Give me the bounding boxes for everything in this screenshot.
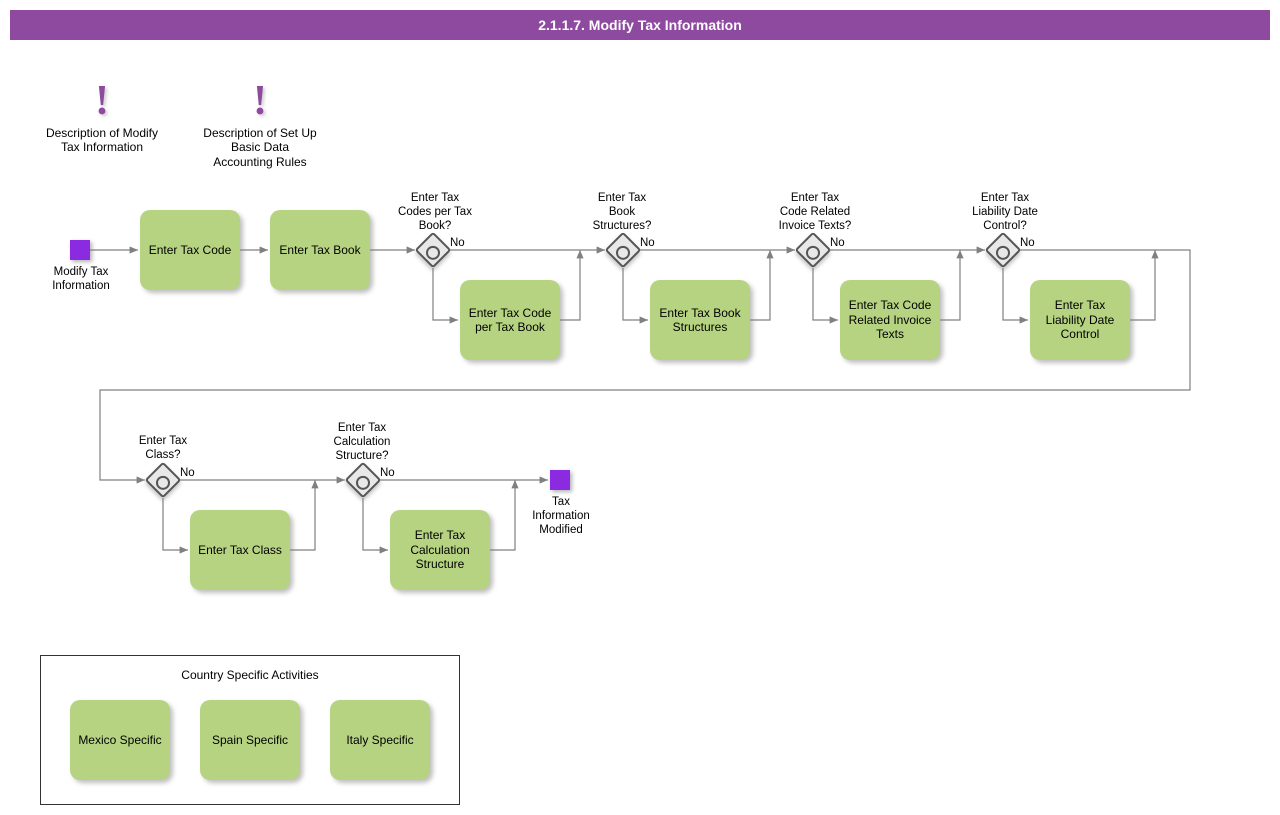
no-label: No — [450, 237, 465, 249]
no-label: No — [1020, 237, 1035, 249]
no-label: No — [830, 237, 845, 249]
gateway-codes-per-book — [415, 232, 452, 269]
end-event — [550, 470, 570, 490]
task-enter-tax-book[interactable]: Enter Tax Book — [270, 210, 370, 290]
task-enter-calc-structure[interactable]: Enter TaxCalculationStructure — [390, 510, 490, 590]
diagram-title: 2.1.1.7. Modify Tax Information — [538, 17, 742, 33]
gateway-label: Enter TaxCodes per TaxBook? — [390, 192, 480, 233]
task-mexico-specific[interactable]: Mexico Specific — [70, 700, 170, 780]
task-enter-tax-book-structures[interactable]: Enter Tax BookStructures — [650, 280, 750, 360]
task-label: Enter Tax CodeRelated InvoiceTexts — [849, 298, 932, 341]
exclamation-icon: ! — [42, 80, 162, 122]
task-label: Enter Tax Book — [279, 243, 360, 257]
task-label: Italy Specific — [346, 733, 413, 747]
task-enter-tax-class[interactable]: Enter Tax Class — [190, 510, 290, 590]
no-label: No — [640, 237, 655, 249]
task-label: Mexico Specific — [78, 733, 161, 747]
task-label: Enter TaxLiability DateControl — [1046, 298, 1115, 341]
no-label: No — [380, 467, 395, 479]
annotation-modify-tax: ! Description of ModifyTax Information — [42, 80, 162, 155]
gateway-calc-structure — [345, 462, 382, 499]
gateway-label: Enter TaxCode RelatedInvoice Texts? — [770, 192, 860, 233]
start-event-label: Modify TaxInformation — [46, 266, 116, 294]
annotation-setup-basic: ! Description of Set UpBasic DataAccount… — [200, 80, 320, 169]
task-label: Enter Tax Class — [198, 543, 282, 557]
task-spain-specific[interactable]: Spain Specific — [200, 700, 300, 780]
task-enter-tax-liability-date[interactable]: Enter TaxLiability DateControl — [1030, 280, 1130, 360]
gateway-book-structures — [605, 232, 642, 269]
task-label: Spain Specific — [212, 733, 288, 747]
gateway-liability-date — [985, 232, 1022, 269]
annotation-label: Description of ModifyTax Information — [42, 126, 162, 155]
task-label: Enter Tax BookStructures — [659, 306, 740, 335]
gateway-tax-class — [145, 462, 182, 499]
gateway-label: Enter TaxClass? — [128, 435, 198, 463]
task-italy-specific[interactable]: Italy Specific — [330, 700, 430, 780]
pool-title: Country Specific Activities — [41, 656, 459, 682]
task-label: Enter Tax Codeper Tax Book — [469, 306, 552, 335]
task-label: Enter TaxCalculationStructure — [410, 528, 469, 571]
gateway-label: Enter TaxLiability DateControl? — [960, 192, 1050, 233]
no-label: No — [180, 467, 195, 479]
exclamation-icon: ! — [200, 80, 320, 122]
task-enter-tax-code-per-book[interactable]: Enter Tax Codeper Tax Book — [460, 280, 560, 360]
annotation-label: Description of Set UpBasic DataAccountin… — [200, 126, 320, 169]
task-enter-tax-code[interactable]: Enter Tax Code — [140, 210, 240, 290]
end-event-label: TaxInformationModified — [526, 496, 596, 537]
diagram-canvas: 2.1.1.7. Modify Tax Information ! Descri… — [0, 0, 1280, 815]
task-label: Enter Tax Code — [149, 243, 232, 257]
task-enter-tax-code-invoice-texts[interactable]: Enter Tax CodeRelated InvoiceTexts — [840, 280, 940, 360]
gateway-invoice-texts — [795, 232, 832, 269]
diagram-title-bar: 2.1.1.7. Modify Tax Information — [10, 10, 1270, 40]
start-event — [70, 240, 90, 260]
gateway-label: Enter TaxBookStructures? — [582, 192, 662, 233]
gateway-label: Enter TaxCalculationStructure? — [322, 422, 402, 463]
